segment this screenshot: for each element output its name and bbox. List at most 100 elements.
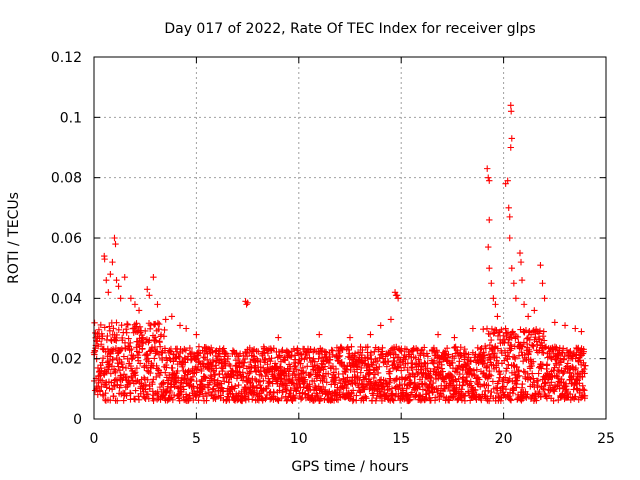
data-point [146,325,154,333]
data-point [462,377,469,384]
data-point [311,358,319,365]
data-point [582,362,589,369]
data-point [564,360,571,367]
data-point [292,362,299,370]
data-point [297,360,304,367]
data-point [458,396,466,404]
data-point [255,348,262,355]
data-point [486,177,493,184]
data-point [208,344,215,351]
data-point [146,292,153,299]
data-point [195,343,203,350]
data-point [459,375,466,383]
data-point [187,356,195,364]
data-point [149,380,156,388]
y-tick-label: 0.04 [51,291,82,307]
data-point [169,396,177,404]
data-point [519,395,527,403]
data-point [440,376,447,384]
data-point [144,352,151,359]
data-point [118,322,125,329]
data-point [485,243,492,251]
data-point [556,355,564,362]
data-point [325,370,332,377]
data-point [154,301,161,308]
data-point [439,368,446,375]
data-point [315,355,322,363]
data-point [289,380,297,387]
data-point [150,274,157,281]
x-tick-label: 25 [597,431,615,447]
data-point [477,345,484,353]
data-point [264,361,271,368]
data-point [374,357,381,365]
data-point [342,368,349,376]
data-point [186,344,194,352]
data-point [411,379,419,387]
data-point [341,362,348,369]
data-point [264,350,272,357]
data-point [370,367,377,374]
data-point [507,108,515,115]
data-point [556,385,563,392]
data-point [532,334,539,341]
data-point [99,355,107,362]
data-point [511,354,518,361]
data-point [243,353,251,360]
x-axis-label: GPS time / hours [291,459,408,475]
data-point [166,387,174,395]
data-point [539,280,546,287]
data-point [110,392,117,400]
data-point [104,332,111,340]
data-point [127,339,134,347]
data-point [531,307,538,314]
data-point [534,341,541,349]
data-point [560,368,568,375]
data-point [377,322,384,329]
data-point [388,385,396,392]
y-tick-label: 0 [73,412,82,428]
data-point [161,326,168,334]
data-point [332,374,339,381]
data-point [525,351,532,358]
data-point [550,397,557,405]
data-point [268,355,275,362]
data-point [246,379,254,386]
data-point [270,389,278,397]
data-point [526,348,533,355]
data-point [486,330,494,338]
data-point [511,355,519,363]
data-point [433,348,441,356]
data-point [463,373,471,381]
data-point [567,348,574,355]
data-point [331,375,338,382]
data-point [279,346,286,354]
data-point [321,363,329,370]
data-point [220,345,227,352]
data-point [519,343,526,350]
data-point [97,321,105,329]
data-point [229,347,237,354]
data-point [180,386,187,393]
data-point [224,352,232,360]
data-point [516,249,524,257]
data-point [135,307,143,314]
data-point [321,375,328,383]
data-point [275,334,282,341]
data-point [467,358,475,365]
data-point [375,346,382,353]
data-point [441,378,448,385]
data-point [157,331,165,339]
data-point [209,358,217,366]
data-point [139,340,147,347]
data-point [98,377,106,384]
data-point [524,391,531,398]
data-point [114,360,121,367]
data-point [385,358,392,366]
data-point [374,369,382,377]
data-point [124,321,132,329]
data-point [480,369,488,377]
data-point [536,327,544,334]
data-point [91,319,98,327]
data-point [394,295,402,302]
